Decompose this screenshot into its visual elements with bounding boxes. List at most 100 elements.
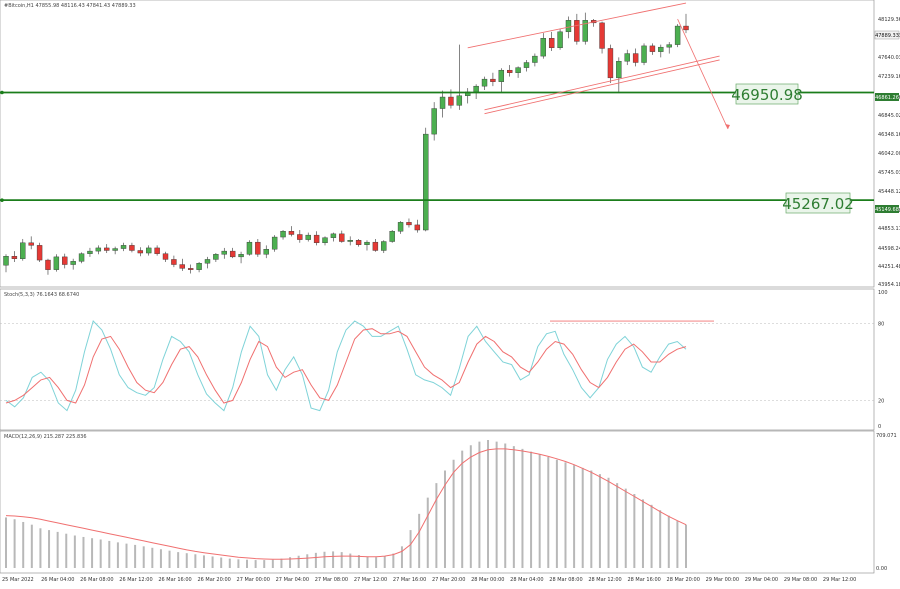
candle-body (187, 268, 194, 270)
candle (423, 127, 429, 232)
candle (532, 53, 538, 67)
candle (187, 264, 194, 274)
candle (288, 226, 295, 237)
candle (3, 254, 9, 273)
candle (146, 245, 152, 256)
price-axis-label: 46348.16 (878, 132, 900, 138)
time-axis-label: 28 Mar 08:00 (549, 577, 582, 583)
candle-body (204, 259, 211, 264)
candle-body (196, 263, 202, 270)
candle (179, 258, 185, 271)
candle (162, 251, 169, 262)
candle-body (179, 264, 185, 269)
candle (641, 43, 647, 66)
candle-body (649, 45, 656, 52)
candle (305, 232, 311, 242)
candle (397, 221, 404, 234)
candle (431, 102, 437, 141)
candle-body (146, 247, 152, 254)
candle (255, 238, 261, 257)
candle-body (674, 25, 681, 45)
candle-body (129, 245, 135, 251)
candle (523, 59, 530, 72)
candle (171, 255, 177, 268)
candle (515, 66, 521, 78)
candle (246, 240, 253, 256)
price-panel[interactable] (0, 0, 875, 288)
candle-body (330, 233, 337, 238)
candle-body (641, 45, 647, 63)
candle-body (28, 242, 34, 246)
candle (70, 258, 76, 270)
candle (78, 252, 85, 264)
level-2-tag: 45149.68 (875, 205, 899, 213)
candle (498, 68, 505, 93)
candle-body (431, 108, 437, 135)
candle (112, 246, 118, 255)
candle-body (305, 234, 311, 240)
candle-body (263, 248, 269, 255)
time-axis-label: 27 Mar 00:00 (237, 577, 270, 583)
candle-body (355, 240, 362, 245)
candle (154, 245, 160, 256)
candle-body (532, 55, 538, 63)
candle (548, 31, 555, 51)
candle-body (20, 242, 26, 259)
time-axis-label: 29 Mar 04:00 (745, 577, 778, 583)
levels-layer (0, 90, 874, 202)
forecast-arrow-line (677, 18, 729, 130)
candle-body (364, 241, 370, 245)
candle (45, 258, 51, 275)
candle-body (112, 248, 118, 251)
time-axis-label: 26 Mar 16:00 (158, 577, 191, 583)
candle-body (62, 256, 68, 265)
stoch-k-line (5, 320, 687, 412)
candle-body (582, 20, 588, 42)
current-price-tag: 47889.33 (874, 30, 900, 40)
candle (574, 13, 580, 45)
time-axis-label: 26 Mar 20:00 (197, 577, 230, 583)
candle-body (238, 254, 244, 258)
candle-body (297, 234, 303, 240)
time-axis-label: 26 Mar 04:00 (41, 577, 74, 583)
candle (297, 230, 303, 243)
stochastic-panel[interactable] (0, 288, 875, 431)
candle (11, 251, 18, 262)
time-axis-label: 27 Mar 12:00 (354, 577, 387, 583)
channel-lower-line (484, 55, 720, 111)
stoch-axis-label: 100 (878, 290, 888, 296)
price-axis-label: 44598.24 (878, 246, 900, 252)
stoch-axis-label: 20 (878, 398, 884, 404)
candle (238, 251, 244, 264)
candle (62, 253, 68, 269)
candle (322, 236, 328, 246)
candle (364, 240, 370, 251)
candle-body (213, 254, 219, 260)
candle-body (381, 241, 387, 251)
candle (490, 72, 496, 87)
candle (632, 48, 639, 67)
candle (582, 12, 588, 45)
time-axis-label: 27 Mar 20:00 (432, 577, 465, 583)
candle (607, 44, 614, 83)
level-anchor-2 (0, 198, 4, 202)
price-axis-label: 44853.11 (878, 226, 900, 232)
channel-lower-line-2 (484, 59, 720, 115)
candle (540, 33, 546, 59)
macd-panel-title: MACD(12,26,9) 215.287 225.836 (4, 434, 87, 440)
candle (221, 247, 227, 259)
level-1-annotation: 46950.98 (731, 83, 803, 105)
macd-histogram (5, 440, 687, 568)
macd-axis-label: 709.071 (876, 433, 897, 439)
candle-body (473, 85, 479, 93)
candle-body (347, 240, 353, 242)
candle (481, 76, 488, 90)
candle (456, 44, 463, 110)
candle-body (448, 96, 454, 106)
candle-body (78, 253, 85, 262)
candle-body (70, 261, 76, 265)
level-2-label: 45267.02 (782, 195, 854, 213)
level-1-tag-text: 46861.26 (875, 95, 899, 101)
time-axis-label: 26 Mar 12:00 (119, 577, 152, 583)
